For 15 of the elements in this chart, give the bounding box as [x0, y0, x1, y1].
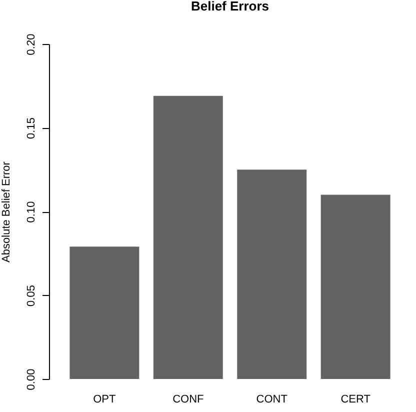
x-tick-label: CONT — [256, 394, 288, 406]
bar — [320, 194, 390, 379]
bar — [70, 246, 140, 379]
x-tick-label: CONF — [172, 394, 204, 406]
y-tick-label: 0.10 — [26, 201, 38, 223]
x-tick-label: CERT — [340, 394, 371, 406]
y-tick-label: 0.20 — [26, 34, 38, 56]
y-tick-label: 0.05 — [26, 285, 38, 306]
y-axis-title: Absolute Belief Error — [0, 161, 12, 262]
bar — [237, 170, 307, 379]
bar — [153, 96, 223, 379]
x-tick-label: OPT — [93, 394, 116, 406]
y-tick-label: 0.15 — [26, 118, 38, 139]
chart-title: Belief Errors — [190, 0, 270, 14]
y-tick-label: 0.00 — [26, 368, 38, 390]
